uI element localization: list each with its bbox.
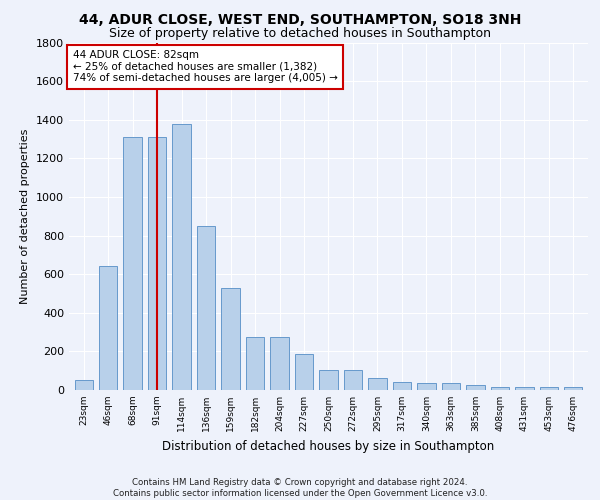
Bar <box>491 387 509 390</box>
Bar <box>515 387 533 390</box>
Bar <box>271 337 289 390</box>
Bar <box>172 124 191 390</box>
Bar <box>246 337 264 390</box>
Bar <box>295 354 313 390</box>
Bar <box>221 288 240 390</box>
Bar <box>368 378 386 390</box>
Bar <box>344 370 362 390</box>
Bar <box>564 387 583 390</box>
Bar <box>442 383 460 390</box>
Bar <box>417 382 436 390</box>
Text: Contains HM Land Registry data © Crown copyright and database right 2024.
Contai: Contains HM Land Registry data © Crown c… <box>113 478 487 498</box>
Bar <box>466 384 485 390</box>
Text: 44, ADUR CLOSE, WEST END, SOUTHAMPTON, SO18 3NH: 44, ADUR CLOSE, WEST END, SOUTHAMPTON, S… <box>79 12 521 26</box>
Bar <box>124 137 142 390</box>
Y-axis label: Number of detached properties: Number of detached properties <box>20 128 31 304</box>
Text: 44 ADUR CLOSE: 82sqm
← 25% of detached houses are smaller (1,382)
74% of semi-de: 44 ADUR CLOSE: 82sqm ← 25% of detached h… <box>73 50 338 84</box>
Bar <box>539 387 558 390</box>
Bar <box>393 382 411 390</box>
Bar <box>197 226 215 390</box>
Bar <box>319 370 338 390</box>
Bar <box>99 266 118 390</box>
Bar <box>148 137 166 390</box>
X-axis label: Distribution of detached houses by size in Southampton: Distribution of detached houses by size … <box>163 440 494 452</box>
Bar <box>74 380 93 390</box>
Text: Size of property relative to detached houses in Southampton: Size of property relative to detached ho… <box>109 28 491 40</box>
